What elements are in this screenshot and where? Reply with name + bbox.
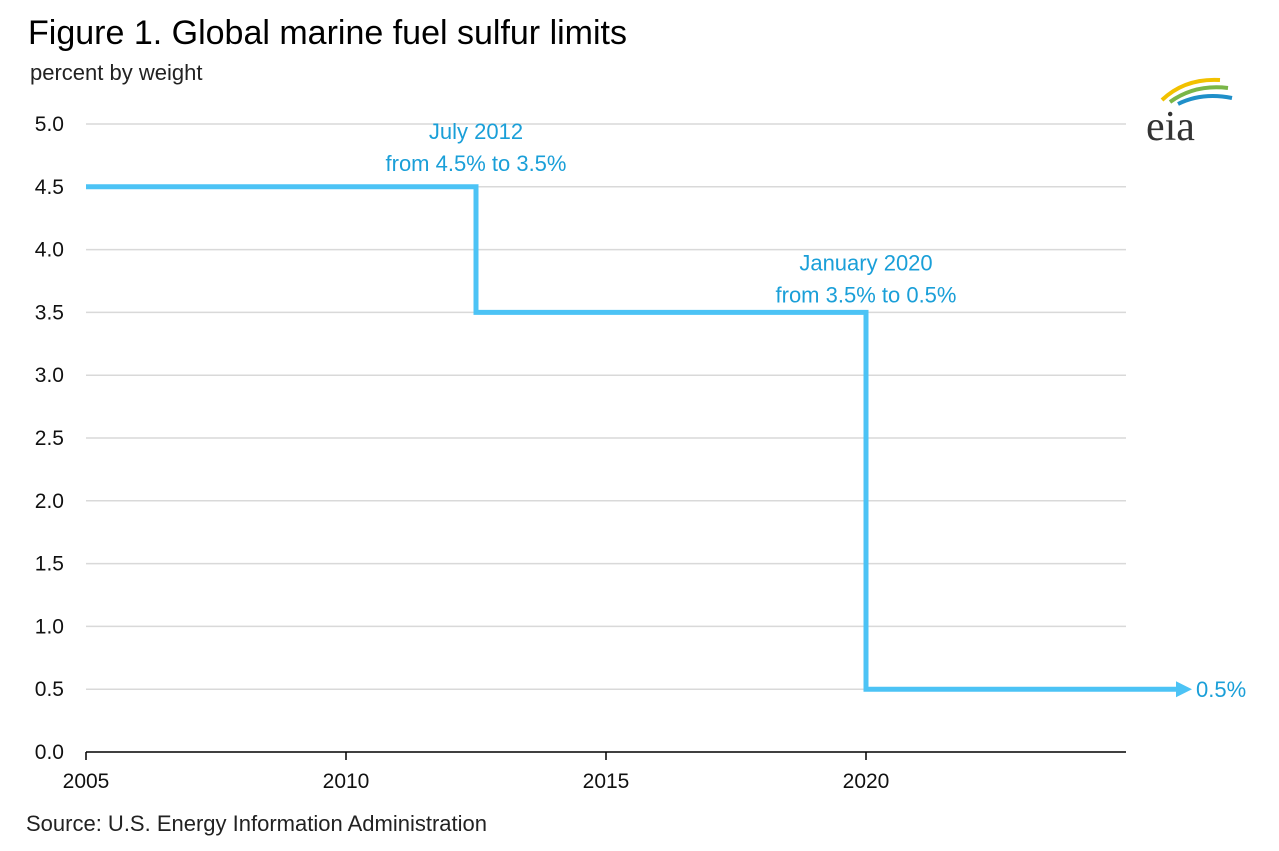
annotation-july-2012-line-0: July 2012: [429, 119, 523, 144]
annotation-january-2020-line-1: from 3.5% to 0.5%: [776, 282, 957, 307]
logo-swoosh-green: [1168, 85, 1229, 104]
y-tick-label: 5.0: [35, 113, 64, 136]
y-tick-label: 2.5: [35, 427, 64, 450]
annotations: July 2012 from 4.5% to 3.5% January 2020 fr…: [386, 119, 1247, 702]
annotation-july-2012-line-1: from 4.5% to 3.5%: [386, 151, 567, 176]
x-tick-label: 2010: [323, 770, 370, 793]
gridlines: [86, 123, 1126, 690]
chart-subtitle: percent by weight: [30, 60, 203, 85]
annotation-january-2020-line-0: January 2020: [799, 250, 932, 275]
y-tick-label: 3.0: [35, 364, 64, 387]
y-tick-label: 3.5: [35, 301, 64, 324]
logo-swoosh-yellow: [1160, 77, 1221, 102]
y-tick-label: 0.5: [35, 678, 64, 701]
x-axis: 2005 2010 2015 2020: [63, 751, 1126, 793]
series-arrowhead: [1176, 681, 1192, 698]
logo-swoosh-blue: [1177, 94, 1233, 106]
y-axis-ticks: 0.0 0.5 1.0 1.5 2.0 2.5 3.0 3.5 4.0 4.5 5.0: [35, 113, 64, 764]
eia-logo: eia: [1140, 70, 1240, 150]
series: [86, 184, 1192, 698]
y-tick-label: 4.5: [35, 176, 64, 199]
y-tick-label: 1.5: [35, 553, 64, 576]
series-line: [86, 184, 1178, 692]
x-tick-label: 2015: [583, 770, 630, 793]
annotation-end-value: 0.5%: [1196, 677, 1246, 702]
y-tick-label: 1.0: [35, 615, 64, 638]
y-tick-label: 2.0: [35, 490, 64, 513]
y-tick-label: 4.0: [35, 239, 64, 262]
source-note: Source: U.S. Energy Information Administ…: [26, 811, 487, 836]
y-tick-label: 0.0: [35, 741, 64, 764]
x-tick-label: 2020: [843, 770, 890, 793]
x-tick-label: 2005: [63, 770, 110, 793]
chart-title: Figure 1. Global marine fuel sulfur limi…: [28, 14, 628, 52]
logo-text: eia: [1146, 104, 1195, 150]
